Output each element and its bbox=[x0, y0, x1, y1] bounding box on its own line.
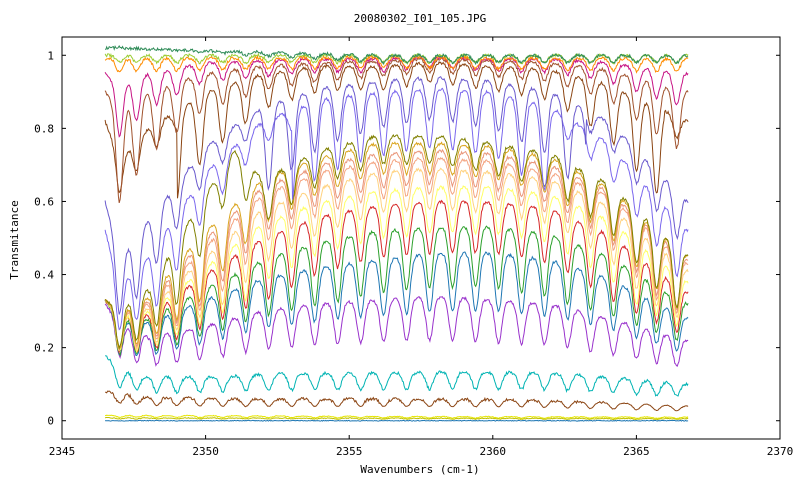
x-tick-label: 2365 bbox=[623, 445, 650, 458]
x-tick-label: 2360 bbox=[480, 445, 507, 458]
x-tick-label: 2370 bbox=[767, 445, 794, 458]
series-line bbox=[104, 141, 689, 350]
y-tick-label: 1 bbox=[47, 49, 54, 62]
series-line bbox=[104, 185, 689, 354]
x-axis-label: Wavenumbers (cm-1) bbox=[360, 463, 479, 476]
series-line bbox=[104, 390, 689, 412]
series-line bbox=[104, 416, 689, 421]
series-line bbox=[104, 45, 689, 66]
series-line bbox=[104, 295, 689, 367]
series-line bbox=[104, 419, 689, 422]
series-line bbox=[104, 414, 689, 420]
series-line bbox=[104, 134, 689, 350]
x-tick-label: 2350 bbox=[192, 445, 219, 458]
series-line bbox=[104, 167, 689, 352]
y-tick-label: 0 bbox=[47, 415, 54, 428]
x-tick-label: 2345 bbox=[49, 445, 76, 458]
series-line bbox=[104, 251, 689, 357]
y-tick-label: 0.4 bbox=[34, 269, 54, 282]
x-tick-label: 2355 bbox=[336, 445, 363, 458]
y-tick-label: 0.8 bbox=[34, 122, 54, 135]
chart-title: 20080302_I01_105.JPG bbox=[354, 12, 486, 25]
series-line bbox=[104, 55, 689, 74]
y-tick-label: 0.6 bbox=[34, 195, 54, 208]
series-line bbox=[104, 57, 689, 204]
series-line bbox=[104, 156, 689, 350]
series-line bbox=[104, 87, 689, 331]
series-line bbox=[104, 148, 689, 353]
y-axis-label: Transmitance bbox=[8, 200, 21, 279]
series-line bbox=[104, 76, 689, 315]
y-tick-label: 0.2 bbox=[34, 342, 54, 355]
series-line bbox=[104, 60, 689, 199]
plot-frame bbox=[61, 36, 781, 440]
series-line bbox=[104, 355, 689, 397]
series-line bbox=[104, 55, 689, 138]
series-group bbox=[104, 45, 689, 422]
series-line bbox=[104, 225, 689, 357]
axes-ticks: 2345 2350 2355 2360 2365 2370 0 0.2 0.4 0.6 0.8 1 bbox=[34, 37, 793, 458]
